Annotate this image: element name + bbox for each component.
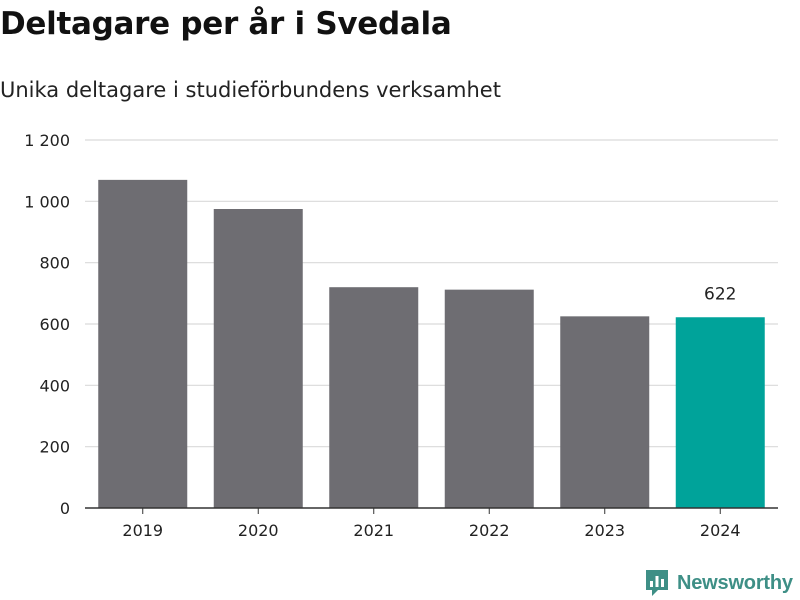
x-tick-label: 2020 [238, 521, 279, 540]
bar [329, 287, 419, 508]
y-tick-label: 0 [60, 499, 70, 518]
y-tick-label: 400 [39, 376, 70, 395]
x-tick-label: 2021 [353, 521, 394, 540]
x-tick-label: 2022 [469, 521, 510, 540]
x-tick-label: 2024 [700, 521, 741, 540]
y-tick-label: 800 [39, 254, 70, 273]
y-tick-label: 1 000 [24, 192, 70, 211]
brand-name: Newsworthy [677, 571, 793, 594]
chart-subtitle: Unika deltagare i studieförbundens verks… [0, 78, 501, 102]
chart-title: Deltagare per år i Svedala [0, 6, 452, 42]
bar [560, 316, 650, 508]
bar [444, 289, 534, 508]
y-tick-label: 200 [39, 438, 70, 457]
x-tick-label: 2023 [584, 521, 625, 540]
x-tick-label: 2019 [122, 521, 163, 540]
bar-chart-chat-icon [646, 570, 668, 596]
y-tick-label: 600 [39, 315, 70, 334]
y-tick-label: 1 200 [24, 131, 70, 150]
bar [98, 179, 188, 508]
newsworthy-logo: Newsworthy [644, 568, 793, 598]
data-label: 622 [704, 284, 736, 304]
bar [213, 209, 303, 508]
bar [675, 317, 765, 508]
